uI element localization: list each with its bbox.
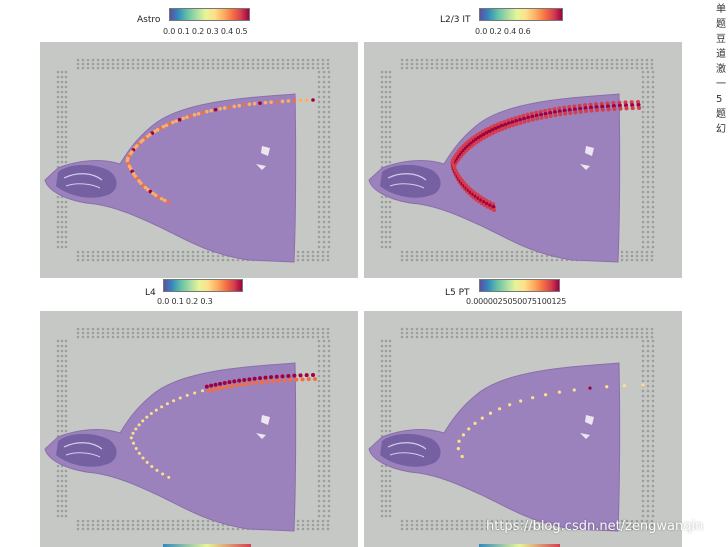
expression-spots [450,100,641,212]
next-colorbar-edge [479,544,560,547]
olfactory-bulb [56,164,117,198]
colorbar-ticks: 0.0 0.1 0.2 0.3 [157,297,213,306]
colorbar-title: L4 [145,288,156,298]
colorbar-title: L2/3 IT [440,15,471,25]
colorbar [169,8,250,21]
colorbar-ticks: 0.0 0.2 0.4 0.6 [475,27,531,36]
side-text: 单 题 豆 道 激 一 5 题 幻 [716,4,726,135]
olfactory-bulb [56,433,117,467]
expression-spots [456,383,645,459]
tissue-image [40,42,358,278]
tissue-image [364,42,682,278]
olfactory-bulb [380,433,441,467]
spot-grid [380,327,655,531]
colorbar-title: L5 PT [445,288,470,298]
next-colorbar-edge [163,544,251,547]
tissue-body [44,362,297,532]
colorbar [479,8,563,21]
colorbar [163,279,243,292]
tissue-body [368,93,621,263]
tissue-body [44,93,297,263]
tissue-image [40,311,358,547]
tissue-body [368,362,621,532]
colorbar [479,279,560,292]
olfactory-bulb [380,164,441,198]
colorbar-ticks: 0.0 0.1 0.2 0.3 0.4 0.5 [163,27,248,36]
tissue-image [364,311,682,547]
colorbar-title: Astro [137,15,161,25]
watermark: https://blog.csdn.net/zengwanqin [486,519,704,534]
expression-spots [125,98,315,204]
expression-spots [129,373,317,479]
colorbar-ticks: 0.0000025050075100125 [466,297,567,306]
